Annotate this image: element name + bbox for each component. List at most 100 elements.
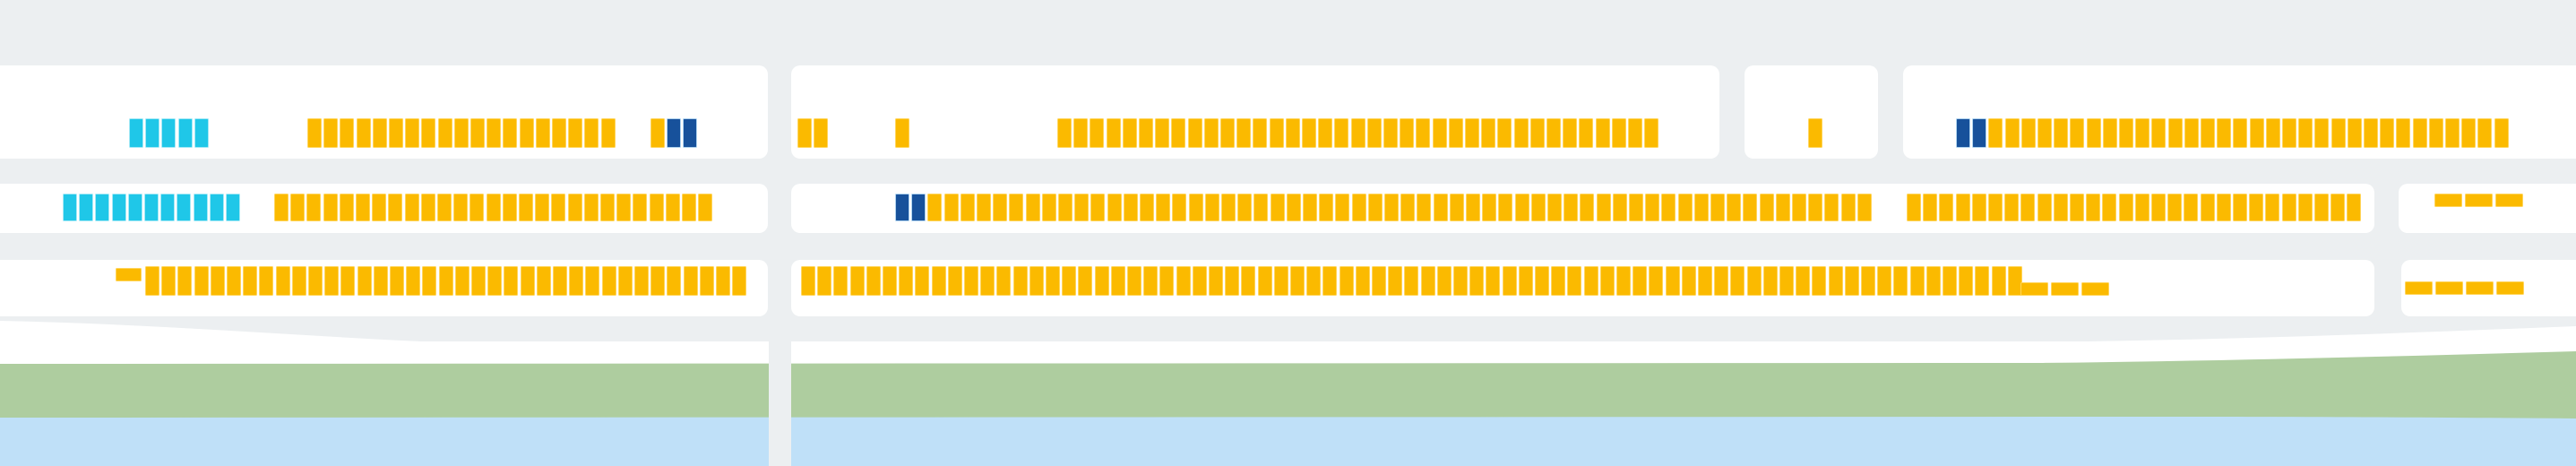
seat[interactable] [323,194,338,221]
seat[interactable] [1710,194,1725,221]
seat[interactable] [1303,194,1317,221]
seat[interactable] [1046,266,1060,296]
seat[interactable] [340,266,356,296]
seat[interactable] [817,266,832,296]
seat[interactable] [1535,266,1549,296]
seat[interactable] [960,194,975,221]
seat[interactable] [1290,266,1305,296]
seat[interactable] [665,194,680,221]
seat[interactable] [1350,118,1366,148]
seat[interactable] [2281,194,2296,221]
seat[interactable] [996,266,1012,296]
seat[interactable] [1466,194,1480,221]
seat[interactable] [144,194,159,221]
seat[interactable] [1599,266,1615,296]
seat[interactable] [2265,118,2280,148]
seat[interactable] [1187,118,1202,148]
seat[interactable] [1449,194,1464,221]
seat[interactable] [1665,266,1680,296]
seat[interactable] [420,194,435,221]
seat[interactable] [1482,194,1497,221]
seat[interactable] [1171,118,1186,148]
seat[interactable] [1286,194,1301,221]
seat[interactable] [883,266,897,296]
seat[interactable] [1236,118,1252,148]
seat[interactable] [683,266,698,296]
seat[interactable] [895,194,909,221]
seat[interactable] [1156,194,1171,221]
seat[interactable] [1106,118,1121,148]
seat[interactable] [1253,118,1268,148]
seat[interactable] [601,266,616,296]
seat[interactable] [1465,118,1479,148]
seat[interactable] [2297,194,2313,221]
seat[interactable] [259,266,274,296]
seat[interactable] [504,266,519,296]
seat[interactable] [2102,118,2117,148]
seat[interactable] [2007,266,2022,296]
seat[interactable] [667,118,682,148]
seat[interactable] [2233,194,2247,221]
seat[interactable] [1564,194,1579,221]
seat[interactable] [306,194,322,221]
seat[interactable] [1907,194,1921,221]
seat[interactable] [177,194,192,221]
seat[interactable] [2347,194,2362,221]
seat[interactable] [1645,194,1660,221]
seat[interactable] [1269,118,1284,148]
seat[interactable] [1633,266,1648,296]
seat[interactable] [683,118,698,148]
sunbed[interactable] [2405,281,2433,295]
seat[interactable] [274,194,289,221]
seat[interactable] [437,118,452,148]
seat[interactable] [1596,194,1611,221]
seat[interactable] [1388,266,1403,296]
seat[interactable] [535,194,550,221]
seat[interactable] [931,266,946,296]
seat[interactable] [2151,118,2167,148]
seat[interactable] [2070,118,2085,148]
seat[interactable] [1909,266,1925,296]
seat[interactable] [356,118,371,148]
seat[interactable] [1335,194,1350,221]
seat[interactable] [243,266,258,296]
seat[interactable] [421,118,436,148]
seat[interactable] [1497,118,1512,148]
seat[interactable] [2070,194,2084,221]
seat[interactable] [1416,118,1431,148]
seat[interactable] [1955,194,1970,221]
seat[interactable] [2494,118,2509,148]
seat[interactable] [1009,194,1024,221]
seat[interactable] [1241,266,1256,296]
seat[interactable] [1714,266,1729,296]
seat[interactable] [1693,194,1709,221]
seat[interactable] [2119,118,2133,148]
seat[interactable] [964,266,978,296]
seat[interactable] [732,266,747,296]
seat[interactable] [1140,194,1154,221]
seat[interactable] [1062,266,1077,296]
seat[interactable] [454,266,470,296]
seat[interactable] [372,118,387,148]
seat[interactable] [1351,194,1366,221]
seat[interactable] [2134,194,2150,221]
seat[interactable] [487,266,503,296]
seat[interactable] [1828,266,1843,296]
seat[interactable] [1188,194,1203,221]
seat[interactable] [1029,266,1044,296]
seat[interactable] [1547,194,1562,221]
seat[interactable] [1844,266,1859,296]
seat[interactable] [1926,266,1941,296]
seat[interactable] [129,118,143,148]
seat[interactable] [2396,118,2411,148]
seat[interactable] [2217,118,2232,148]
seat[interactable] [1551,266,1566,296]
seat[interactable] [404,194,419,221]
seat[interactable] [1420,266,1435,296]
seat[interactable] [1595,118,1610,148]
seat[interactable] [2184,194,2199,221]
seat[interactable] [1384,194,1399,221]
seat[interactable] [553,266,567,296]
seat[interactable] [1094,266,1109,296]
seat[interactable] [600,118,616,148]
